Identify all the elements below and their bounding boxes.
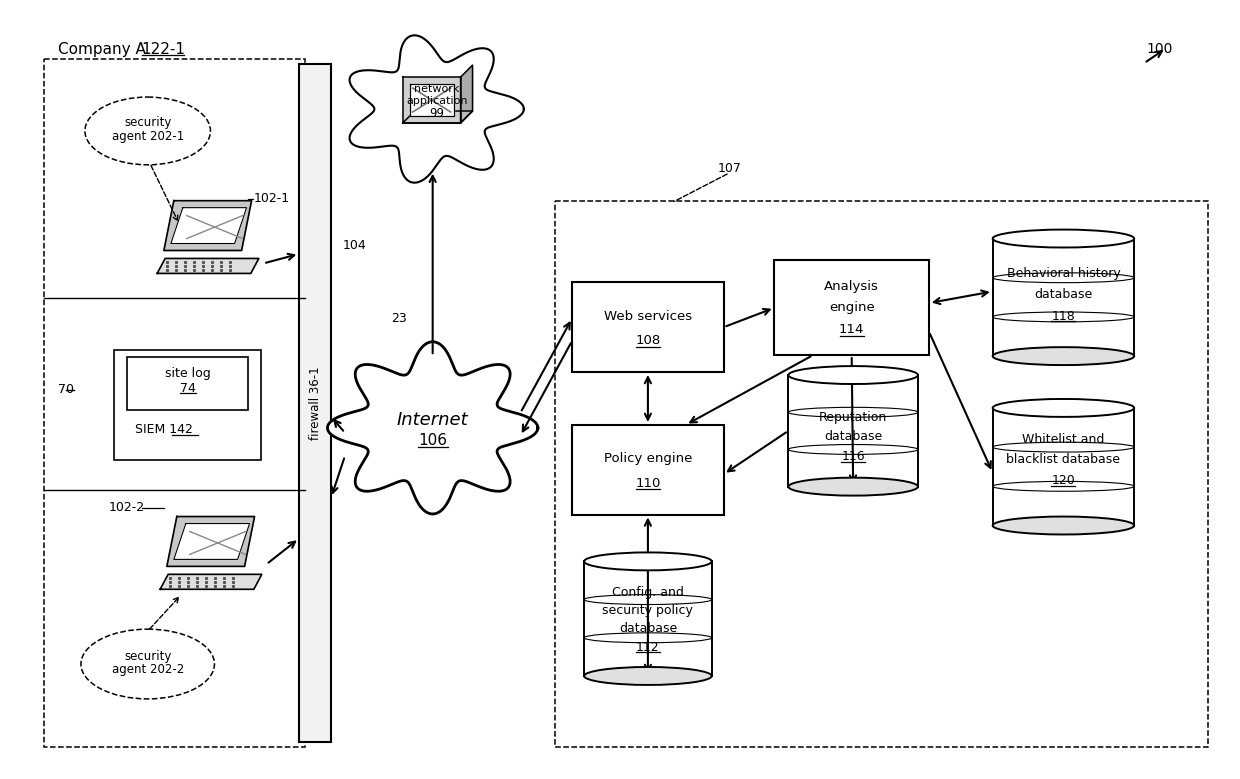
Ellipse shape (789, 478, 918, 495)
FancyBboxPatch shape (775, 260, 929, 355)
Text: 74: 74 (180, 382, 196, 394)
Text: database: database (1034, 288, 1092, 301)
Ellipse shape (993, 347, 1135, 365)
Polygon shape (409, 84, 454, 116)
Polygon shape (174, 523, 249, 559)
FancyBboxPatch shape (299, 64, 331, 742)
Polygon shape (171, 208, 247, 244)
Text: 116: 116 (842, 450, 866, 463)
Ellipse shape (584, 552, 712, 570)
Polygon shape (350, 35, 523, 183)
Ellipse shape (993, 399, 1135, 417)
Text: Analysis: Analysis (825, 280, 879, 294)
Text: Reputation: Reputation (820, 411, 888, 424)
Text: Behavioral history: Behavioral history (1007, 267, 1120, 280)
Text: 122-1: 122-1 (141, 42, 186, 57)
Text: 104: 104 (343, 239, 367, 252)
Text: 102-2: 102-2 (109, 501, 145, 514)
Ellipse shape (81, 629, 215, 699)
Text: site log: site log (165, 367, 211, 379)
Polygon shape (327, 342, 538, 514)
Text: security policy: security policy (603, 605, 693, 617)
Polygon shape (403, 77, 460, 123)
Text: 99: 99 (429, 108, 444, 121)
Text: security: security (124, 116, 171, 129)
Text: engine: engine (828, 301, 874, 314)
Polygon shape (403, 111, 472, 123)
Text: application: application (405, 96, 467, 106)
Polygon shape (993, 238, 1135, 356)
Text: 118: 118 (1052, 309, 1075, 323)
Polygon shape (164, 201, 252, 251)
Ellipse shape (993, 516, 1135, 534)
Text: 114: 114 (839, 323, 864, 336)
Text: database: database (619, 622, 677, 636)
Text: Internet: Internet (397, 411, 469, 429)
Ellipse shape (584, 667, 712, 685)
Polygon shape (160, 574, 262, 589)
FancyBboxPatch shape (114, 350, 262, 460)
Text: 70: 70 (58, 383, 74, 397)
Text: Company A: Company A (58, 42, 151, 57)
Ellipse shape (993, 230, 1135, 248)
Ellipse shape (84, 97, 211, 165)
Text: 107: 107 (718, 162, 742, 175)
Ellipse shape (789, 366, 918, 384)
Text: SIEM 142: SIEM 142 (135, 423, 192, 436)
Text: 102-1: 102-1 (253, 192, 289, 205)
Text: 108: 108 (635, 334, 661, 347)
Text: agent 202-1: agent 202-1 (112, 130, 184, 143)
Text: 23: 23 (391, 312, 407, 325)
Polygon shape (167, 516, 254, 566)
Polygon shape (789, 375, 918, 487)
FancyBboxPatch shape (126, 357, 248, 410)
Text: Config. and: Config. and (613, 586, 683, 599)
Text: network: network (414, 84, 459, 94)
Polygon shape (993, 408, 1135, 526)
Text: 106: 106 (418, 433, 448, 449)
Text: 110: 110 (635, 477, 661, 490)
Text: 100: 100 (1146, 42, 1173, 56)
Polygon shape (584, 562, 712, 676)
Text: database: database (825, 430, 883, 443)
FancyBboxPatch shape (572, 425, 724, 515)
Polygon shape (157, 259, 259, 273)
Text: blacklist database: blacklist database (1007, 453, 1121, 466)
Text: security: security (124, 650, 171, 663)
Text: firewall 36-1: firewall 36-1 (309, 366, 321, 440)
Text: 120: 120 (1052, 474, 1075, 488)
FancyBboxPatch shape (572, 282, 724, 372)
Text: Web services: Web services (604, 310, 692, 323)
Text: 112: 112 (636, 641, 660, 654)
Polygon shape (460, 65, 472, 123)
Text: Whitelist and: Whitelist and (1022, 433, 1105, 446)
Text: Policy engine: Policy engine (604, 453, 692, 465)
Text: agent 202-2: agent 202-2 (112, 664, 184, 676)
